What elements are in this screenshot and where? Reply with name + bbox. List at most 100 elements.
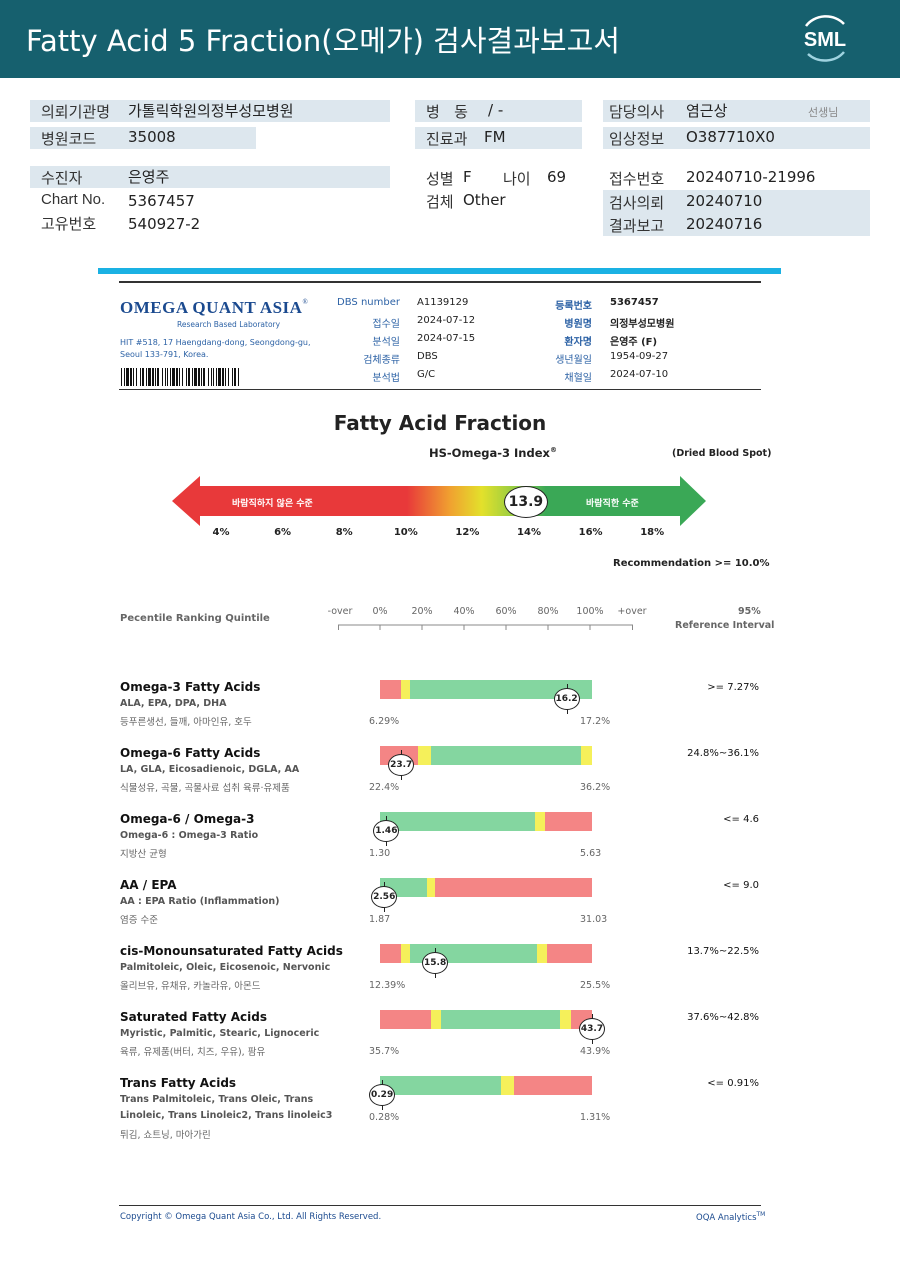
barcode-bar: [172, 368, 175, 386]
bar-segment-yellow: [581, 746, 592, 765]
clinical-row-bg: [603, 127, 870, 149]
barcode-bar: [218, 368, 221, 386]
fatty-acid-min: 0.28%: [369, 1112, 400, 1123]
institution-row-bg: [30, 100, 390, 122]
bar-segment-red: [513, 1076, 592, 1095]
barcode-bar: [126, 368, 129, 386]
bar-segment-red: [380, 1010, 431, 1029]
barcode-bar: [222, 368, 224, 386]
uid-value: 540927-2: [128, 215, 201, 233]
barcode-bar: [133, 368, 134, 386]
footer-analytics-text: OQA Analytics: [696, 1212, 757, 1223]
fatty-acid-min: 1.30: [369, 848, 391, 859]
fatty-acid-food-sources: 지방산 균형: [120, 849, 167, 860]
index-subtitle-mark: ®: [549, 446, 557, 455]
bar-segment-yellow: [401, 680, 410, 699]
barcode-bar: [182, 368, 183, 386]
anal-value: 2024-07-15: [417, 333, 476, 344]
fatty-acid-components-2: Linoleic, Trans Linoleic2, Trans linolei…: [120, 1110, 333, 1121]
fatty-acid-min: 1.87: [369, 914, 391, 925]
reference-label-2: Reference Interval: [675, 620, 775, 631]
fatty-acid-max: 5.63: [580, 848, 602, 859]
hospital-code-value: 35008: [128, 128, 176, 146]
chart-label: Chart No.: [41, 191, 106, 208]
ward-value: / -: [488, 101, 504, 119]
fatty-acid-max: 43.9%: [580, 1046, 611, 1057]
fatty-acid-reference-range: >= 7.27%: [707, 682, 759, 693]
barcode-bar: [155, 368, 156, 386]
fatty-acid-bar: [380, 1010, 592, 1029]
footer-rule: [119, 1205, 761, 1206]
fatty-acid-name: Omega-3 Fatty Acids: [120, 680, 261, 694]
bar-segment-green: [430, 746, 582, 765]
barcode-bar: [192, 368, 193, 386]
fatty-acid-food-sources: 식물성유, 곡물, 곡물사료 섭취 육류·유제품: [120, 783, 290, 794]
fatty-acid-reference-range: <= 4.6: [723, 814, 759, 825]
omega-quant-reg-mark: ®: [302, 298, 308, 306]
ward-label: 병 동: [426, 103, 468, 121]
bar-segment-yellow: [418, 746, 431, 765]
recv-value: 2024-07-12: [417, 315, 476, 326]
fatty-acid-min: 35.7%: [369, 1046, 400, 1057]
index-note: (Dried Blood Spot): [672, 448, 772, 459]
fatty-acid-food-sources: 육류, 유제품(버터, 치즈, 우유), 팜유: [120, 1047, 266, 1058]
barcode-bar: [146, 368, 147, 386]
barcode-bar: [176, 368, 178, 386]
footer-analytics: OQA AnalyticsTM: [696, 1211, 765, 1223]
barcode-bar: [198, 368, 200, 386]
receipt-label: 접수번호: [609, 170, 665, 188]
spec-type-value: DBS: [417, 351, 438, 362]
report-header: Fatty Acid 5 Fraction(오메가) 검사결과보고서 SML: [0, 0, 900, 78]
index-subtitle-text: HS-Omega-3 Index: [429, 446, 550, 460]
bar-segment-yellow: [560, 1010, 571, 1029]
dept-value: FM: [484, 128, 506, 146]
barcode-bar: [228, 368, 229, 386]
fatty-acid-min: 22.4%: [369, 782, 400, 793]
fatty-acid-name: Omega-6 Fatty Acids: [120, 746, 261, 760]
index-tick-label: 8%: [335, 527, 353, 538]
omega-quant-logo: OMEGA QUANT ASIA®: [120, 298, 308, 318]
chart-value: 5367457: [128, 192, 195, 210]
receipt-value: 20240710-21996: [686, 168, 816, 186]
barcode-bar: [186, 368, 187, 386]
hosp-value: 의정부성모병원: [610, 319, 675, 330]
percentile-tick-label: -over: [327, 606, 353, 617]
request-report-bg: [603, 190, 870, 236]
percentile-axis: [338, 624, 633, 630]
index-value: 13.9: [508, 494, 544, 510]
fatty-acid-components: AA : EPA Ratio (Inflammation): [120, 896, 280, 907]
percentile-tick-label: +over: [617, 606, 647, 617]
percentile-tick-label: 60%: [495, 606, 517, 617]
barcode: [121, 368, 239, 386]
index-tick-label: 4%: [212, 527, 230, 538]
institution-value: 가톨릭학원의정부성모병원: [128, 102, 294, 120]
recommendation: Recommendation >= 10.0%: [613, 558, 770, 569]
fatty-acid-max: 1.31%: [580, 1112, 611, 1123]
fatty-acid-reference-range: 13.7%~22.5%: [687, 946, 759, 957]
specimen-label: 검체: [426, 193, 454, 211]
fatty-acid-name: Saturated Fatty Acids: [120, 1010, 267, 1024]
fatty-acid-max: 31.03: [580, 914, 608, 925]
percentile-tick-label: 80%: [537, 606, 559, 617]
recv-label: 접수일: [372, 319, 400, 330]
index-subtitle: HS-Omega-3 Index®: [429, 446, 557, 460]
method-value: G/C: [417, 369, 436, 380]
age-label: 나이: [503, 170, 531, 188]
fatty-acid-components: Omega-6 : Omega-3 Ratio: [120, 830, 259, 841]
bar-segment-green: [380, 1076, 501, 1095]
fatty-acid-value-marker: 43.7: [579, 1014, 605, 1044]
barcode-bar: [238, 368, 239, 386]
index-right-label: 바람직한 수준: [586, 499, 639, 509]
index-title: Fatty Acid Fraction: [333, 411, 547, 435]
dept-label: 진료과: [426, 130, 468, 148]
specimen-value: Other: [463, 191, 506, 209]
fatty-acid-food-sources: 튀김, 쇼트닝, 마아가린: [120, 1130, 211, 1141]
fatty-acid-min: 12.39%: [369, 980, 406, 991]
fatty-acid-bar: [380, 680, 592, 699]
bar-segment-green: [380, 812, 535, 831]
percentile-tick-label: 0%: [372, 606, 388, 617]
sex-value: F: [463, 168, 472, 186]
barcode-bar: [188, 368, 190, 386]
index-tick-label: 14%: [517, 527, 541, 538]
report-label: 결과보고: [609, 217, 665, 235]
